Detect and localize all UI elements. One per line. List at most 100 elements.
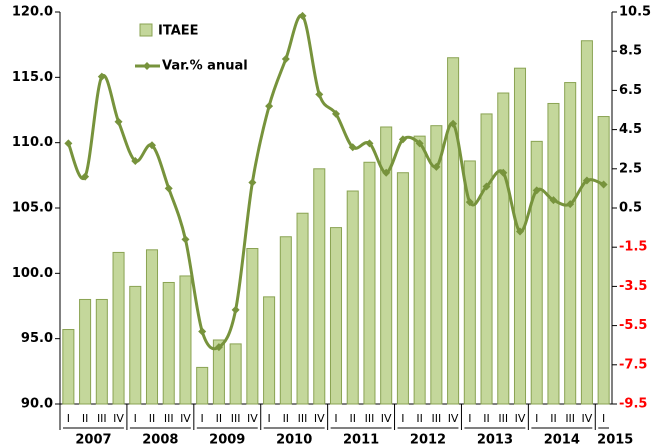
series-line	[66, 13, 605, 351]
line-marker	[64, 139, 73, 148]
bar	[363, 161, 376, 405]
bar	[463, 160, 476, 405]
x-tick-label: I	[134, 412, 137, 425]
bar	[229, 343, 242, 405]
bar	[480, 113, 493, 405]
year-label: 2010	[276, 433, 312, 448]
line-marker	[549, 196, 558, 205]
x-tick-label: I	[267, 412, 270, 425]
bar	[447, 57, 460, 405]
line-marker	[231, 305, 240, 314]
bar	[129, 285, 142, 405]
legend-swatch	[139, 23, 153, 37]
y-tick-label: 95.0	[21, 331, 53, 346]
bar	[597, 116, 610, 405]
line-marker	[365, 139, 374, 148]
y2-tick-label: -1.5	[619, 240, 647, 255]
line-marker	[415, 139, 424, 148]
bar	[79, 298, 92, 405]
line-marker	[97, 72, 106, 81]
bar	[564, 82, 577, 405]
year-label: 2009	[209, 433, 245, 448]
year-label: 2014	[544, 433, 580, 448]
x-tick-label: IV	[381, 412, 392, 425]
x-tick-label: II	[416, 412, 423, 425]
legend-marker	[143, 62, 151, 70]
y2-tick-label: 0.5	[619, 201, 642, 216]
bar	[580, 40, 593, 405]
line-marker	[298, 11, 307, 20]
y2-tick-label: 6.5	[619, 83, 642, 98]
line-marker	[181, 235, 190, 244]
year-label: 2008	[142, 433, 178, 448]
line-marker	[114, 117, 123, 126]
bar	[430, 125, 443, 405]
line-marker	[198, 327, 207, 336]
y-tick-label: 100.0	[12, 266, 53, 281]
line-marker	[532, 186, 541, 195]
bar	[279, 236, 292, 405]
x-tick-label: III	[565, 412, 575, 425]
y2-tick-label: -3.5	[619, 279, 647, 294]
x-tick-label: III	[431, 412, 441, 425]
line-marker	[599, 180, 608, 189]
bar	[513, 67, 527, 405]
y2-tick-label: 4.5	[619, 122, 642, 137]
x-tick-label: IV	[515, 412, 526, 425]
bar	[530, 140, 543, 405]
y-tick-label: 90.0	[21, 397, 53, 412]
x-tick-label: II	[216, 412, 223, 425]
bar	[212, 339, 225, 405]
line-marker	[566, 200, 575, 209]
y2-tick-label: -5.5	[619, 318, 647, 333]
line-marker	[281, 55, 290, 64]
x-tick-label: III	[97, 412, 107, 425]
year-label: 2013	[477, 433, 513, 448]
line-marker	[248, 178, 257, 187]
bar	[296, 212, 309, 405]
line-marker	[398, 135, 407, 144]
line-marker	[465, 198, 474, 207]
y2-tick-label: 2.5	[619, 161, 642, 176]
y-tick-label: 120.0	[12, 5, 53, 20]
bar	[145, 249, 159, 405]
bar	[162, 281, 175, 405]
y-tick-label: 110.0	[12, 135, 53, 150]
x-tick-label: I	[468, 412, 471, 425]
bar	[329, 227, 343, 405]
bar	[263, 296, 276, 405]
bar	[497, 92, 510, 405]
x-tick-label: II	[483, 412, 490, 425]
x-tick-label: I	[535, 412, 538, 425]
x-tick-label: III	[365, 412, 375, 425]
line-marker	[214, 343, 223, 352]
x-tick-label: IV	[314, 412, 325, 425]
year-label: 2012	[410, 433, 446, 448]
line-marker	[131, 156, 140, 165]
bar	[380, 126, 393, 405]
x-tick-label: IV	[247, 412, 258, 425]
x-tick-label: III	[498, 412, 508, 425]
y2-tick-label: -9.5	[619, 397, 647, 412]
x-tick-label: IV	[113, 412, 124, 425]
line-marker	[164, 184, 173, 193]
line-marker	[482, 182, 491, 191]
bar	[112, 251, 125, 405]
y2-tick-label: 10.5	[619, 5, 651, 20]
x-tick-label: II	[349, 412, 356, 425]
line-marker	[315, 90, 324, 99]
year-label: 2007	[75, 433, 111, 448]
bar	[196, 366, 209, 405]
line-marker	[382, 168, 391, 177]
x-tick-label: III	[298, 412, 308, 425]
x-tick-label: II	[149, 412, 156, 425]
bar	[313, 168, 326, 405]
y2-tick-label: -7.5	[619, 357, 647, 372]
x-tick-label: IV	[448, 412, 459, 425]
x-tick-label: I	[401, 412, 404, 425]
bar	[95, 298, 108, 405]
bar	[246, 248, 259, 405]
line-marker	[499, 168, 508, 177]
bar	[179, 275, 192, 405]
